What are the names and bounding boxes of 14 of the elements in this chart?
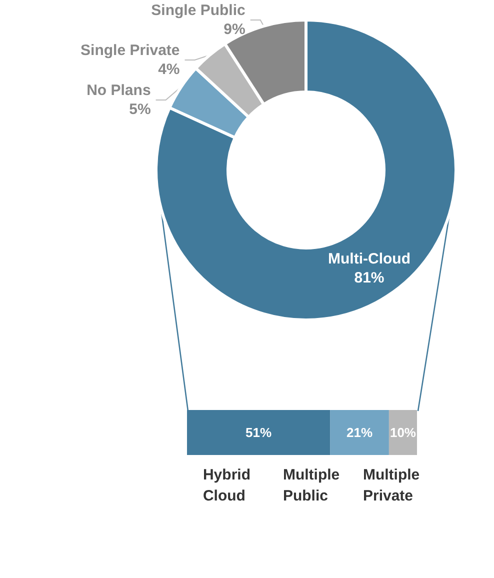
slice-label: Multi-Cloud — [328, 250, 410, 268]
data-label: 51% — [246, 425, 272, 440]
slice-label: Single Public — [151, 2, 246, 19]
data-label: 21% — [346, 425, 373, 440]
series-label: Hybrid Cloud — [202, 466, 255, 504]
slice-label: No Plans — [86, 82, 151, 99]
data-label: 9% — [224, 21, 246, 38]
data-label: 10% — [390, 425, 416, 440]
data-label: 81% — [354, 269, 384, 286]
data-label: 5% — [129, 101, 151, 118]
slice-label: Single Private — [80, 42, 180, 59]
series-label: Multiple Public — [282, 466, 344, 504]
series-label: Multiple Private — [362, 466, 424, 504]
data-label: 4% — [158, 61, 180, 78]
